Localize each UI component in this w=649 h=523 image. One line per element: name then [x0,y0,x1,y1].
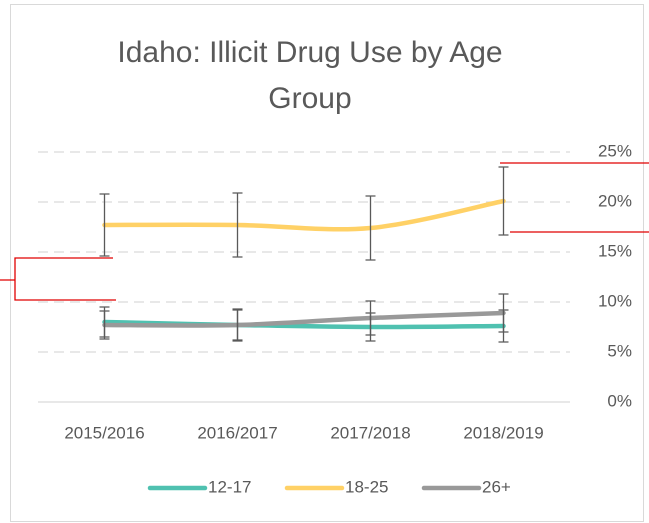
y-tick-label: 20% [598,191,632,210]
right-bracket [500,162,649,233]
error-bar [99,310,110,340]
annotation-brackets [0,162,649,301]
error-bar [232,192,243,258]
chart-title: Idaho: Illicit Drug Use by Age Group [117,36,503,115]
y-tick-label: 10% [598,291,632,310]
series-line [102,198,506,232]
error-bar [365,195,376,261]
legend-label: 26+ [482,477,511,496]
y-tick-label: 0% [607,391,632,410]
error-bar [99,193,110,257]
error-bar [498,166,509,236]
legend-label: 18-25 [345,477,388,496]
chart-border [10,4,644,522]
error-bar [365,300,376,336]
error-bar [498,293,509,333]
x-tick-label: 2015/2016 [64,423,144,442]
left-bracket [0,257,116,301]
x-tick-label: 2017/2018 [330,423,410,442]
y-tick-label: 5% [607,341,632,360]
x-tick-label: 2018/2019 [463,423,543,442]
y-tick-label: 15% [598,241,632,260]
legend-label: 12-17 [208,477,251,496]
error-bar [232,308,243,342]
x-tick-label: 2016/2017 [197,423,277,442]
y-tick-label: 25% [598,141,632,160]
series-line [102,310,506,328]
